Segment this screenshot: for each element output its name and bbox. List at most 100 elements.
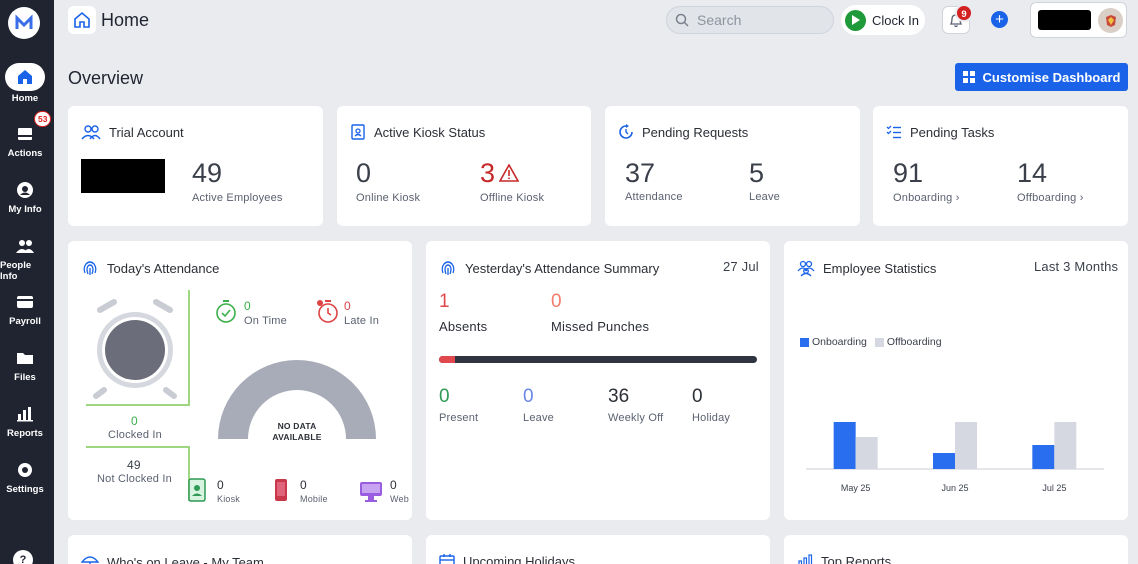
add-button[interactable]: +: [991, 11, 1008, 28]
kiosk-label: Kiosk: [217, 494, 241, 504]
clock-in-label: Clock In: [872, 12, 919, 28]
holiday-label: Holiday: [692, 412, 731, 424]
employee-statistics-card: Employee Statistics Last 3 Months Onboar…: [784, 241, 1128, 520]
bar-chart-icon: [17, 407, 33, 422]
header-home-button[interactable]: [68, 6, 96, 34]
chart-legend: Onboarding Offboarding: [800, 336, 942, 348]
sidebar: Home Actions 53 My Info People Info Payr…: [0, 0, 54, 564]
trial-account-card: Trial Account 49 Active Employees: [68, 106, 323, 226]
grid-icon: [962, 71, 975, 83]
holiday-count: 0: [692, 386, 703, 407]
bar-offboarding-jun-25[interactable]: [955, 422, 977, 469]
x-tick-label: May 25: [841, 483, 871, 493]
card-title: Top Reports: [797, 553, 891, 564]
sidebar-item-settings[interactable]: Settings: [0, 460, 50, 495]
sidebar-item-payroll[interactable]: Payroll: [0, 292, 50, 327]
x-tick-label: Jun 25: [941, 483, 968, 493]
x-tick-label: Jul 25: [1042, 483, 1066, 493]
customise-dashboard-label: Customise Dashboard: [982, 69, 1121, 85]
offline-kiosk-label: Offline Kiosk: [480, 192, 545, 204]
employee-stats-chart: May 25 Jun 25 Jul 25: [806, 422, 1104, 493]
home-icon: [18, 70, 32, 84]
attendance-request-count[interactable]: 37: [625, 158, 656, 188]
bar-onboarding-jul-25[interactable]: [1032, 445, 1055, 469]
onboarding-task-count: 91: [893, 158, 924, 188]
sidebar-item-my-info[interactable]: My Info: [0, 180, 50, 215]
yesterday-summary-card: Yesterday's Attendance Summary 27 Jul 1 …: [426, 241, 770, 520]
legend-label-offboarding: Offboarding: [886, 336, 942, 348]
present-count: 0: [439, 386, 450, 407]
bar-onboarding-jun-25[interactable]: [933, 453, 955, 469]
card-title: Pending Tasks: [886, 124, 994, 140]
legend-swatch-offboarding: [874, 337, 884, 347]
user-name-redacted: [1038, 10, 1091, 30]
actions-badge: 53: [34, 111, 52, 127]
sidebar-item-files[interactable]: Files: [0, 348, 50, 383]
online-kiosk-count: 0: [356, 158, 372, 188]
clock-in-button[interactable]: Clock In: [841, 5, 925, 35]
no-data-line1: NO DATA: [277, 421, 317, 431]
card-title: Employee Statistics: [797, 259, 936, 277]
gear-icon: [18, 463, 32, 477]
sidebar-item-people-info[interactable]: People Info: [0, 236, 50, 282]
search-icon: [675, 13, 689, 27]
leave-label: Leave: [523, 412, 554, 424]
help-button[interactable]: ?: [13, 550, 33, 564]
card-title: Pending Requests: [618, 124, 748, 140]
customise-dashboard-button[interactable]: Customise Dashboard: [955, 63, 1128, 91]
company-logo-redacted: [81, 159, 165, 193]
summary-date: 27 Jul: [723, 259, 759, 274]
legend-swatch-onboarding: [800, 337, 809, 347]
stopwatch-red-icon: [317, 300, 338, 323]
missed-punches-label: Missed Punches: [551, 319, 650, 334]
mobile-device-icon: [275, 479, 287, 501]
bar-offboarding-may-25[interactable]: [855, 437, 878, 469]
weekly-off-label: Weekly Off: [608, 412, 664, 424]
on-time-label: On Time: [244, 315, 287, 327]
sidebar-item-label: Settings: [6, 484, 44, 495]
task-list-icon: [886, 125, 901, 139]
offboarding-task-link[interactable]: Offboarding ›: [1017, 192, 1084, 204]
sidebar-item-actions[interactable]: Actions: [0, 124, 50, 159]
home-icon: [74, 11, 90, 28]
clocked-in-count: 0: [131, 414, 138, 428]
leave-request-count[interactable]: 5: [749, 158, 765, 188]
absents-count: 1: [439, 291, 450, 312]
not-clocked-in-count: 49: [127, 458, 141, 472]
bar-offboarding-jul-25[interactable]: [1054, 422, 1077, 469]
late-in-count: 0: [344, 299, 351, 313]
clocked-in-label: Clocked In: [108, 429, 162, 441]
card-title: Who's on Leave - My Team: [81, 553, 264, 564]
not-clocked-in-label: Not Clocked In: [97, 473, 172, 485]
bar-chart-icon: [798, 554, 813, 564]
stats-period-select[interactable]: Last 3 Months: [1034, 259, 1119, 274]
weekly-off-count: 36: [608, 386, 630, 407]
divider: [86, 446, 190, 448]
sidebar-item-label: Payroll: [9, 316, 41, 327]
people-icon: [16, 240, 34, 253]
profile-menu[interactable]: [1030, 2, 1127, 38]
no-data-line2: AVAILABLE: [272, 432, 322, 442]
sidebar-item-home[interactable]: Home: [0, 63, 50, 104]
calendar-icon: [439, 554, 455, 564]
upcoming-holidays-card: Upcoming Holidays: [426, 535, 770, 564]
kiosk-status-card: Active Kiosk Status 0 Online Kiosk 3 Off…: [337, 106, 591, 226]
search-input[interactable]: Search: [666, 6, 834, 34]
card-title: Today's Attendance: [81, 259, 219, 277]
sidebar-item-reports[interactable]: Reports: [0, 404, 50, 439]
refresh-clock-icon: [619, 124, 633, 139]
app-logo[interactable]: [8, 7, 40, 39]
fingerprint-icon: [83, 261, 97, 275]
present-label: Present: [439, 412, 479, 424]
absents-label: Absents: [439, 319, 488, 334]
divider: [86, 404, 190, 406]
sidebar-item-label: Home: [11, 93, 39, 104]
warning-icon: [499, 164, 519, 182]
alarm-clock-icon: [93, 299, 177, 399]
people-icon: [797, 260, 815, 277]
bar-onboarding-may-25[interactable]: [833, 422, 856, 469]
fingerprint-icon: [441, 261, 455, 275]
user-circle-icon: [17, 182, 33, 198]
sidebar-item-label: Actions: [7, 148, 43, 159]
onboarding-task-link[interactable]: Onboarding ›: [893, 192, 960, 204]
